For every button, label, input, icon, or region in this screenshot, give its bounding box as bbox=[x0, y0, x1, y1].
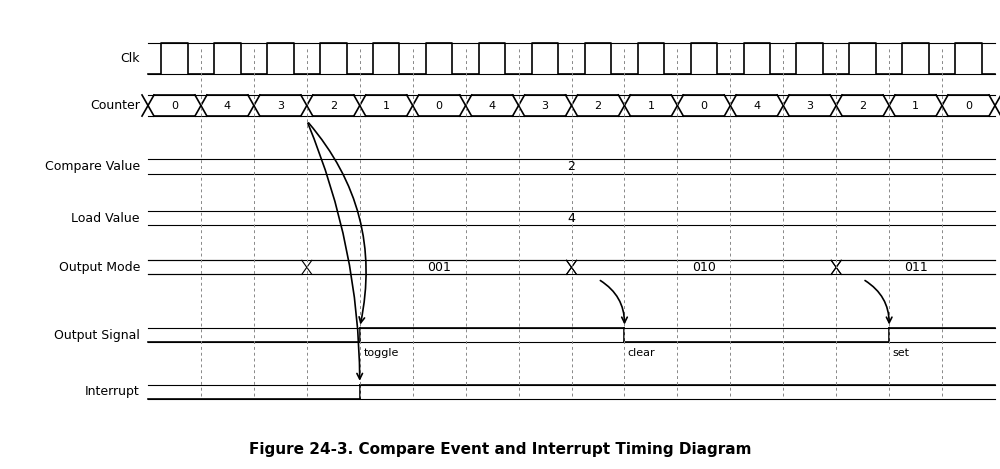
Text: 0: 0 bbox=[436, 100, 443, 111]
Text: 1: 1 bbox=[647, 100, 654, 111]
Text: toggle: toggle bbox=[364, 348, 399, 358]
Text: Output Signal: Output Signal bbox=[54, 329, 140, 342]
Text: set: set bbox=[892, 348, 909, 358]
Text: 2: 2 bbox=[594, 100, 602, 111]
Text: 2: 2 bbox=[568, 160, 575, 173]
Text: 3: 3 bbox=[806, 100, 813, 111]
Text: Figure 24-3. Compare Event and Interrupt Timing Diagram: Figure 24-3. Compare Event and Interrupt… bbox=[249, 442, 751, 457]
Text: 0: 0 bbox=[965, 100, 972, 111]
Text: 001: 001 bbox=[427, 261, 451, 274]
Text: Interrupt: Interrupt bbox=[85, 385, 140, 398]
Text: 010: 010 bbox=[692, 261, 716, 274]
Text: 4: 4 bbox=[568, 212, 575, 225]
Text: 2: 2 bbox=[859, 100, 866, 111]
Text: 2: 2 bbox=[330, 100, 337, 111]
Text: Load Value: Load Value bbox=[71, 212, 140, 225]
Text: 1: 1 bbox=[383, 100, 390, 111]
Text: 0: 0 bbox=[700, 100, 707, 111]
Text: 0: 0 bbox=[171, 100, 178, 111]
Text: 3: 3 bbox=[277, 100, 284, 111]
Text: 011: 011 bbox=[904, 261, 927, 274]
Text: Compare Value: Compare Value bbox=[45, 160, 140, 173]
Text: 4: 4 bbox=[224, 100, 231, 111]
Text: 4: 4 bbox=[489, 100, 496, 111]
Text: 3: 3 bbox=[542, 100, 549, 111]
Text: clear: clear bbox=[627, 348, 655, 358]
Text: Clk: Clk bbox=[120, 52, 140, 65]
Text: 1: 1 bbox=[912, 100, 919, 111]
Text: Counter: Counter bbox=[90, 99, 140, 112]
Text: Output Mode: Output Mode bbox=[59, 261, 140, 274]
Text: 4: 4 bbox=[753, 100, 760, 111]
